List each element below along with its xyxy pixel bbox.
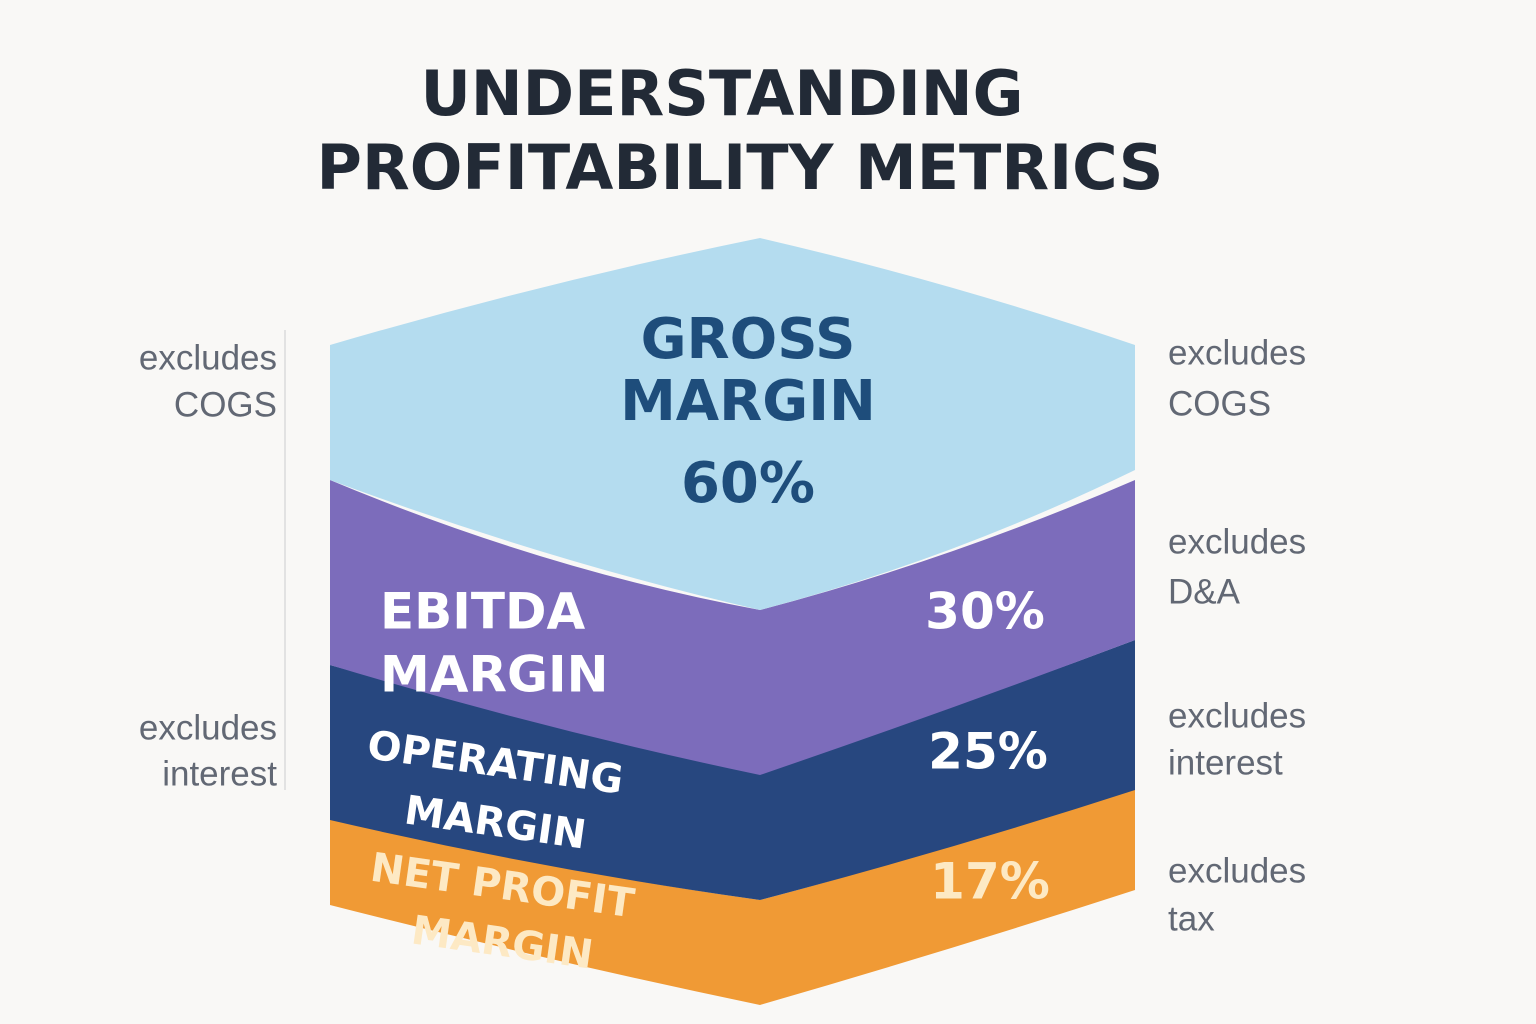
right-note: excludes <box>1168 851 1306 890</box>
layer-value: 30% <box>925 583 1045 641</box>
title-line: PROFITABILITY METRICS <box>317 131 1164 204</box>
left-note: COGS <box>174 385 277 424</box>
layer-value: 60% <box>681 451 815 516</box>
left-note: excludes <box>139 708 277 747</box>
layer-label: GROSS <box>641 307 856 372</box>
right-note: excludes <box>1168 522 1306 561</box>
net-profit-layer <box>330 785 1135 1005</box>
right-note: excludes <box>1168 333 1306 372</box>
right-note: interest <box>1168 743 1283 782</box>
right-note: D&A <box>1168 572 1241 611</box>
left-note: excludes <box>139 338 277 377</box>
title-line: UNDERSTANDING <box>420 57 1023 130</box>
right-note: excludes <box>1168 696 1306 735</box>
layer-value: 25% <box>928 723 1048 781</box>
left-note: interest <box>162 754 277 793</box>
right-note: COGS <box>1168 384 1271 423</box>
layer-value: 17% <box>930 853 1050 911</box>
operating-layer <box>330 640 1135 900</box>
ebitda-layer <box>330 480 1135 775</box>
gross-layer <box>330 238 1135 610</box>
right-note: tax <box>1168 899 1215 938</box>
layer-label: MARGIN <box>620 369 876 434</box>
layer-label: EBITDA <box>380 583 585 641</box>
layer-label: MARGIN <box>380 646 608 704</box>
